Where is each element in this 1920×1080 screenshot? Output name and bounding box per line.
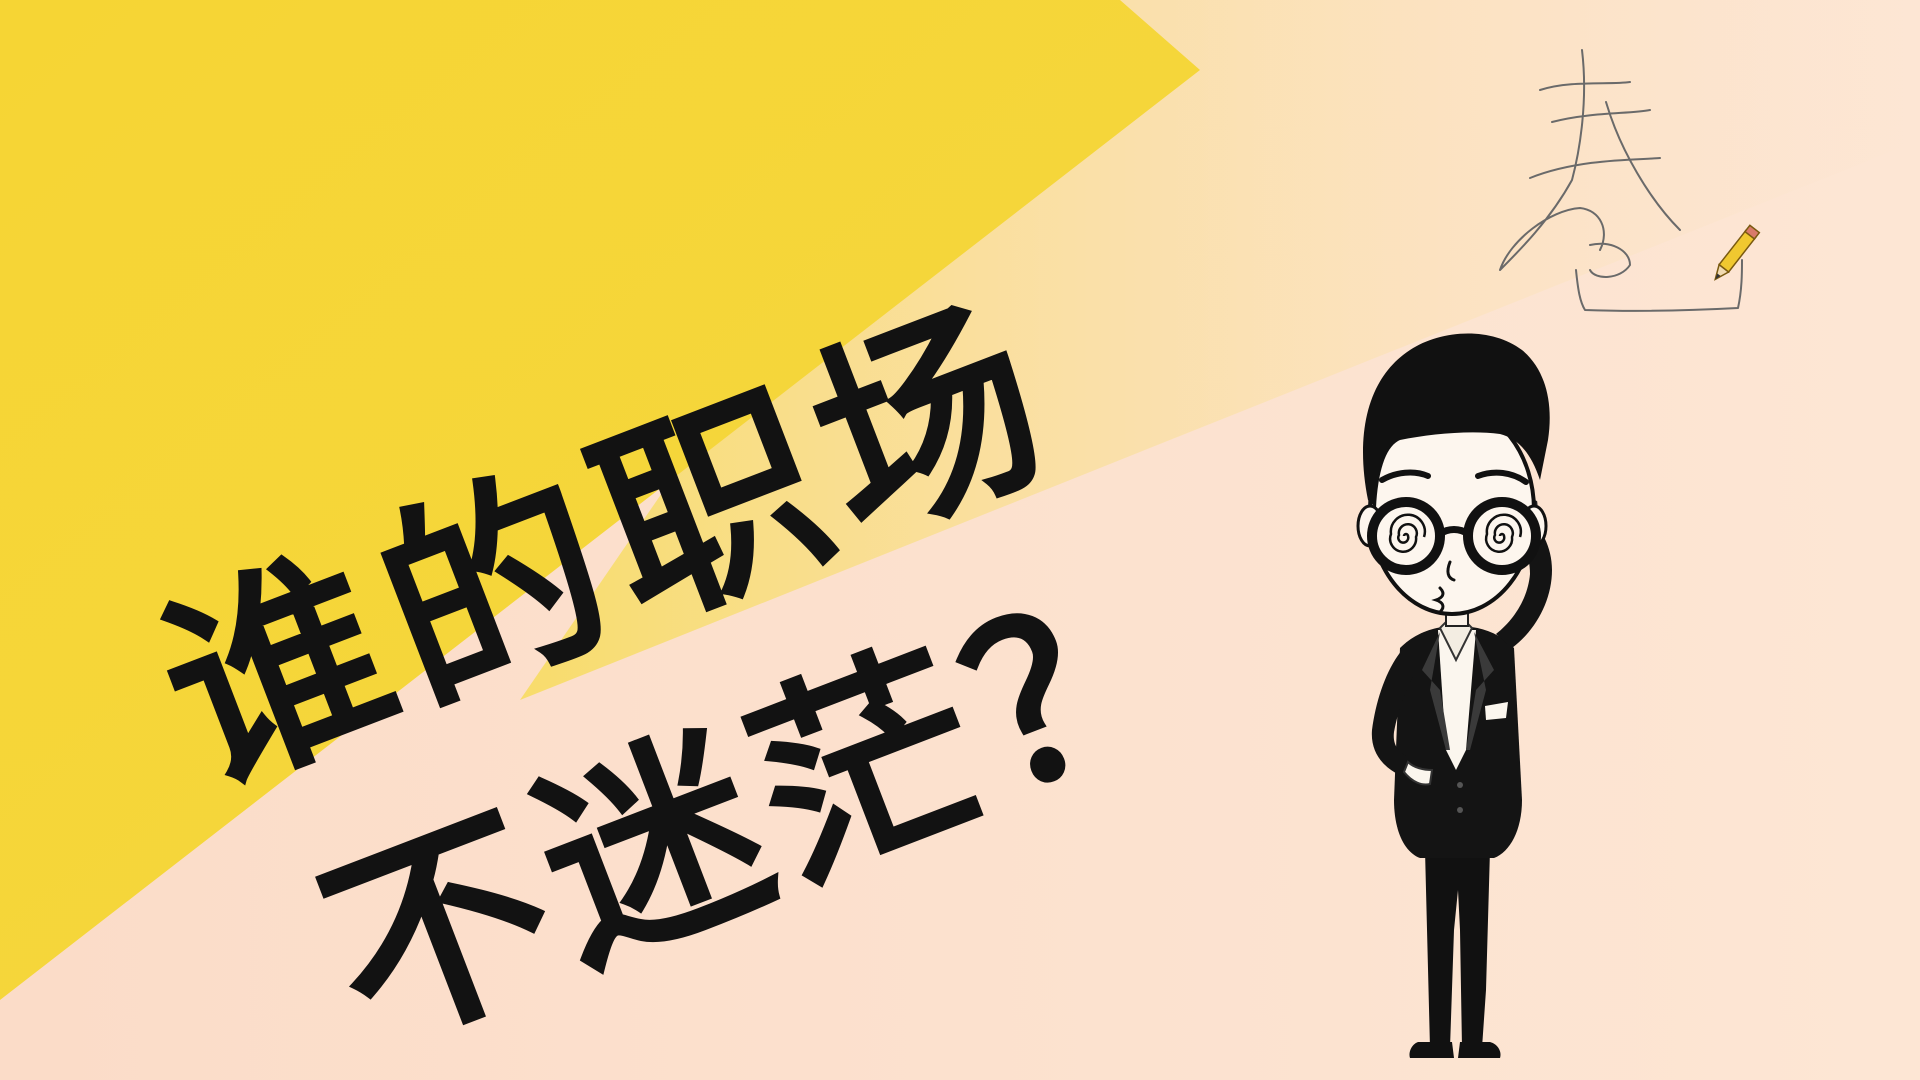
left-arm [1371,650,1434,786]
hair [1363,333,1550,508]
legs [1425,850,1490,1048]
shoes [1409,1042,1501,1058]
signature [1499,49,1761,312]
yellow-area-fade [520,0,1920,700]
face-details [1431,560,1456,614]
cartoon-man [1356,333,1552,1058]
dizzy-glasses-icon [1367,497,1541,575]
jacket [1394,621,1522,858]
eyebrows [1379,469,1529,485]
signature-scribble [1499,49,1743,312]
yellow-area [0,0,1200,1000]
pencil-icon [1714,224,1761,281]
